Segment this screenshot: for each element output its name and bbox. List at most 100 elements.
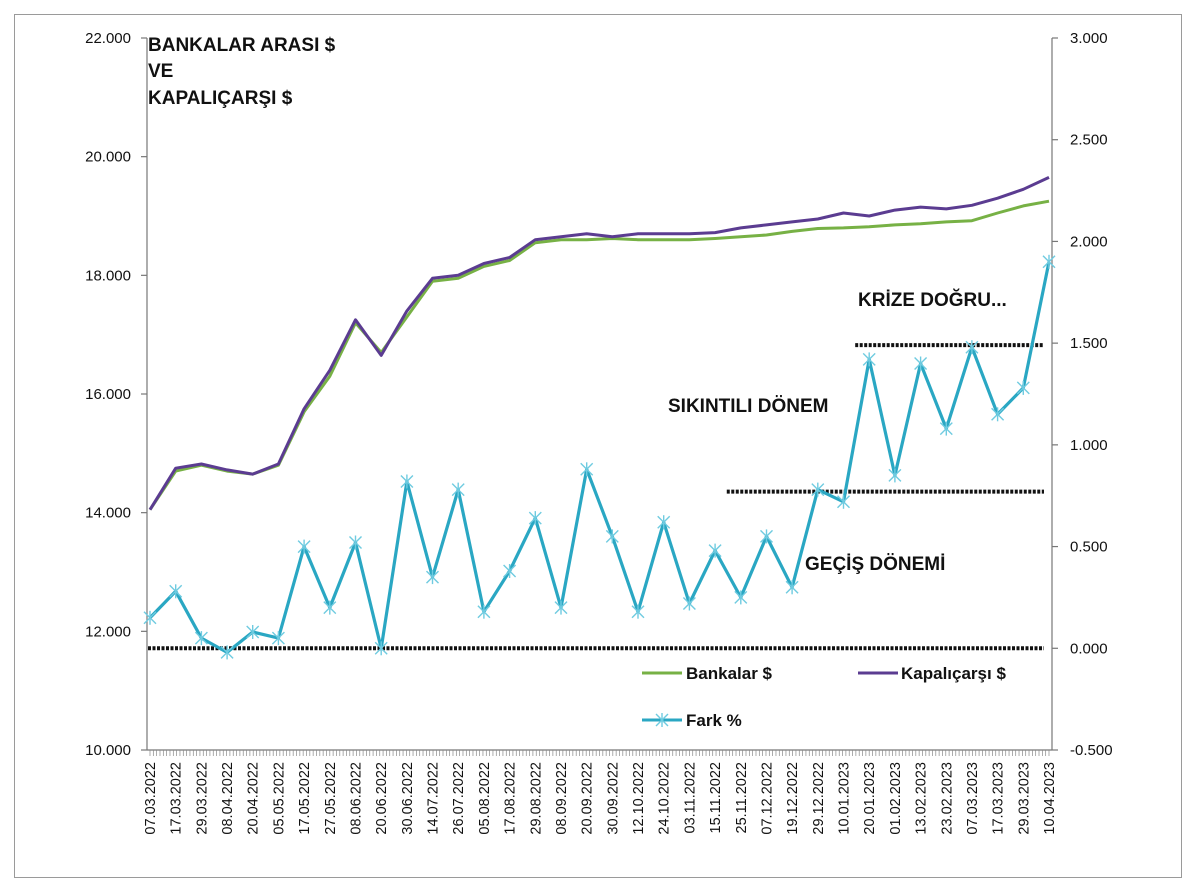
legend-marker-fark — [655, 713, 669, 727]
x-tick-label: 20.06.2022 — [374, 762, 390, 835]
fark-point — [631, 604, 645, 619]
legend: Bankalar $ Kapalıçarşı $ Fark % — [642, 664, 1006, 730]
fark-point — [965, 340, 979, 355]
fark-point — [811, 482, 825, 497]
fark-point — [785, 580, 799, 595]
fark-markers — [143, 254, 1056, 660]
fark-point — [169, 584, 183, 599]
fark-point — [220, 645, 234, 660]
x-tick-label: 29.08.2022 — [528, 762, 544, 835]
x-tick-label: 08.06.2022 — [348, 762, 364, 835]
fark-point — [760, 529, 773, 544]
x-tick-label: 20.09.2022 — [580, 762, 596, 835]
fark-point — [914, 356, 928, 371]
title-line-3: KAPALIÇARŞI $ — [148, 88, 293, 109]
legend-label-kapalicarsi: Kapalıçarşı $ — [901, 664, 1006, 683]
x-tick-label: 07.03.2023 — [965, 762, 981, 835]
fark-point — [1016, 380, 1030, 395]
fark-point — [939, 421, 953, 436]
x-axis-labels: 07.03.2022 17.03.2022 29.03.2022 08.04.2022… — [143, 762, 1058, 835]
x-tick-label: 24.10.2022 — [657, 762, 673, 835]
x-minor-ticks — [149, 750, 1050, 756]
fark-point — [708, 543, 722, 558]
fark-point — [657, 515, 671, 530]
x-tick-label: 23.02.2023 — [939, 762, 955, 835]
annotation-sikintili: SIKINTILI DÖNEM — [668, 396, 828, 417]
left-tick-label: 16.000 — [85, 386, 131, 403]
fark-point — [734, 590, 748, 605]
fark-point — [426, 570, 439, 585]
x-tick-label: 29.03.2023 — [1016, 762, 1032, 835]
fark-point — [143, 610, 157, 625]
fark-point — [580, 462, 594, 477]
x-tick-label: 10.01.2023 — [837, 762, 853, 835]
fark-point — [528, 511, 542, 526]
right-tick-label: 2.500 — [1070, 132, 1108, 149]
series-lines — [148, 176, 1051, 655]
x-tick-label: 29.12.2022 — [811, 762, 827, 835]
x-tick-label: 17.05.2022 — [297, 762, 313, 835]
x-tick-label: 26.07.2022 — [451, 762, 467, 835]
x-tick-label: 29.03.2022 — [194, 762, 210, 835]
right-tick-label: -0.500 — [1070, 742, 1113, 759]
right-tick-label: 1.500 — [1070, 335, 1108, 352]
fark-point — [451, 482, 465, 497]
x-tick-label: 30.09.2022 — [605, 762, 621, 835]
x-tick-label: 05.05.2022 — [271, 762, 287, 835]
chart-frame — [14, 14, 1182, 878]
x-tick-label: 07.12.2022 — [759, 762, 775, 835]
fark-point — [554, 600, 568, 615]
fark-point — [194, 631, 208, 646]
annotation-gecis: GEÇİŞ DÖNEMİ — [805, 554, 945, 575]
x-tick-label: 15.11.2022 — [708, 762, 724, 834]
x-tick-label: 14.07.2022 — [426, 762, 442, 835]
x-tick-label: 17.03.2023 — [991, 762, 1007, 835]
fark-point — [503, 564, 517, 578]
right-tick-label: 0.000 — [1070, 640, 1108, 657]
x-tick-label: 03.11.2022 — [682, 762, 698, 834]
right-axis-ticks: -0.500 0.000 0.500 1.000 1.500 2.000 2.500 3.00… — [1052, 30, 1113, 759]
x-tick-label: 08.04.2022 — [220, 762, 236, 835]
x-tick-label: 12.10.2022 — [631, 762, 647, 835]
left-tick-label: 14.000 — [85, 505, 131, 522]
fark-point — [323, 600, 337, 615]
x-tick-label: 13.02.2023 — [914, 762, 930, 835]
left-tick-label: 10.000 — [85, 742, 131, 759]
fark-point — [605, 529, 619, 544]
fark-point — [400, 474, 414, 489]
annotation-krize: KRİZE DOĞRU... — [858, 289, 1007, 311]
x-tick-label: 30.06.2022 — [400, 762, 416, 835]
fark-point — [246, 625, 260, 639]
reference-lines — [148, 343, 1044, 651]
x-tick-label: 25.11.2022 — [734, 762, 750, 834]
right-tick-label: 1.000 — [1070, 437, 1108, 454]
right-tick-label: 2.000 — [1070, 233, 1108, 250]
left-tick-label: 18.000 — [85, 267, 131, 284]
legend-label-fark: Fark % — [686, 711, 742, 730]
fark-point — [862, 352, 876, 367]
x-tick-label: 19.12.2022 — [785, 762, 801, 835]
x-tick-label: 05.08.2022 — [477, 762, 493, 835]
series-line-kapal-ar — [148, 176, 1050, 511]
title-line-2: VE — [148, 61, 173, 82]
chart-title: BANKALAR ARASI $ VE KAPALIÇARŞI $ — [148, 35, 336, 109]
fark-point — [991, 407, 1005, 422]
fark-point — [682, 596, 696, 611]
left-tick-label: 12.000 — [85, 623, 131, 640]
fark-point — [477, 604, 491, 619]
x-tick-label: 20.04.2022 — [246, 762, 262, 835]
fark-point — [1042, 254, 1056, 269]
fark-point — [297, 539, 311, 554]
fark-point — [837, 494, 850, 509]
fark-point — [271, 631, 285, 646]
fark-point — [888, 468, 902, 483]
annotations: GEÇİŞ DÖNEMİ SIKINTILI DÖNEM KRİZE DOĞRU… — [668, 289, 1007, 575]
left-tick-label: 20.000 — [85, 149, 131, 166]
x-tick-label: 17.03.2022 — [169, 762, 185, 835]
x-tick-label: 01.02.2023 — [888, 762, 904, 835]
right-tick-label: 0.500 — [1070, 539, 1108, 556]
x-tick-label: 10.04.2023 — [1042, 762, 1058, 835]
left-axis-ticks: 10.000 12.000 14.000 16.000 18.000 20.000 22.0… — [85, 30, 147, 759]
x-tick-label: 07.03.2022 — [143, 762, 159, 835]
